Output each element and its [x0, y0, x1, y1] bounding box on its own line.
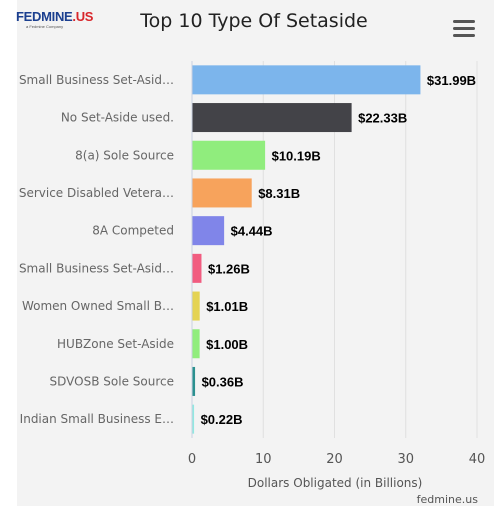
hamburger-menu-icon[interactable]	[453, 20, 475, 38]
bar[interactable]	[192, 366, 196, 396]
bar[interactable]	[192, 140, 266, 170]
bar[interactable]	[192, 103, 352, 133]
bar[interactable]	[192, 65, 421, 95]
category-label: Small Business Set-Asid…	[19, 73, 174, 87]
logo-tagline: a Fedmine Company	[26, 24, 64, 29]
data-label: $22.33B	[358, 111, 407, 126]
x-tick-label: 10	[255, 452, 272, 467]
chart-title: Top 10 Type Of Setaside	[140, 10, 368, 32]
data-label: $1.00B	[206, 337, 248, 352]
credit-text: fedmine.us	[416, 493, 478, 506]
category-label: SDVOSB Sole Source	[50, 374, 174, 388]
category-label: HUBZone Set-Aside	[57, 337, 174, 351]
data-label: $8.31B	[258, 186, 300, 201]
x-tick-label: 40	[469, 452, 486, 467]
category-label: Women Owned Small B…	[22, 299, 174, 313]
data-label: $0.22B	[201, 412, 243, 427]
data-label: $0.36B	[202, 374, 244, 389]
category-label: Indian Small Business E…	[20, 412, 174, 426]
bar[interactable]	[192, 253, 202, 283]
x-tick-label: 20	[326, 452, 343, 467]
logo-brand: FEDMINE.US	[16, 9, 94, 24]
category-label: Service Disabled Vetera…	[19, 186, 174, 200]
category-label: 8(a) Sole Source	[75, 148, 174, 162]
data-label: $1.01B	[206, 299, 248, 314]
data-label: $10.19B	[272, 148, 321, 163]
data-label: $31.99B	[427, 73, 476, 88]
category-label: 8A Competed	[92, 224, 174, 238]
x-tick-label: 30	[397, 452, 414, 467]
x-tick-label: 0	[188, 452, 196, 467]
category-label: Small Business Set-Asid…	[19, 261, 174, 275]
bar[interactable]	[192, 329, 200, 359]
category-label: No Set-Aside used.	[61, 111, 174, 125]
data-label: $4.44B	[231, 224, 273, 239]
bar[interactable]	[192, 178, 252, 208]
bar[interactable]	[192, 404, 195, 434]
fedmine-logo: FEDMINE.US a Fedmine Company	[16, 9, 94, 31]
bar[interactable]	[192, 216, 225, 246]
x-axis-title: Dollars Obligated (in Billions)	[248, 476, 423, 490]
data-label: $1.26B	[208, 261, 250, 276]
bar[interactable]	[192, 291, 200, 321]
